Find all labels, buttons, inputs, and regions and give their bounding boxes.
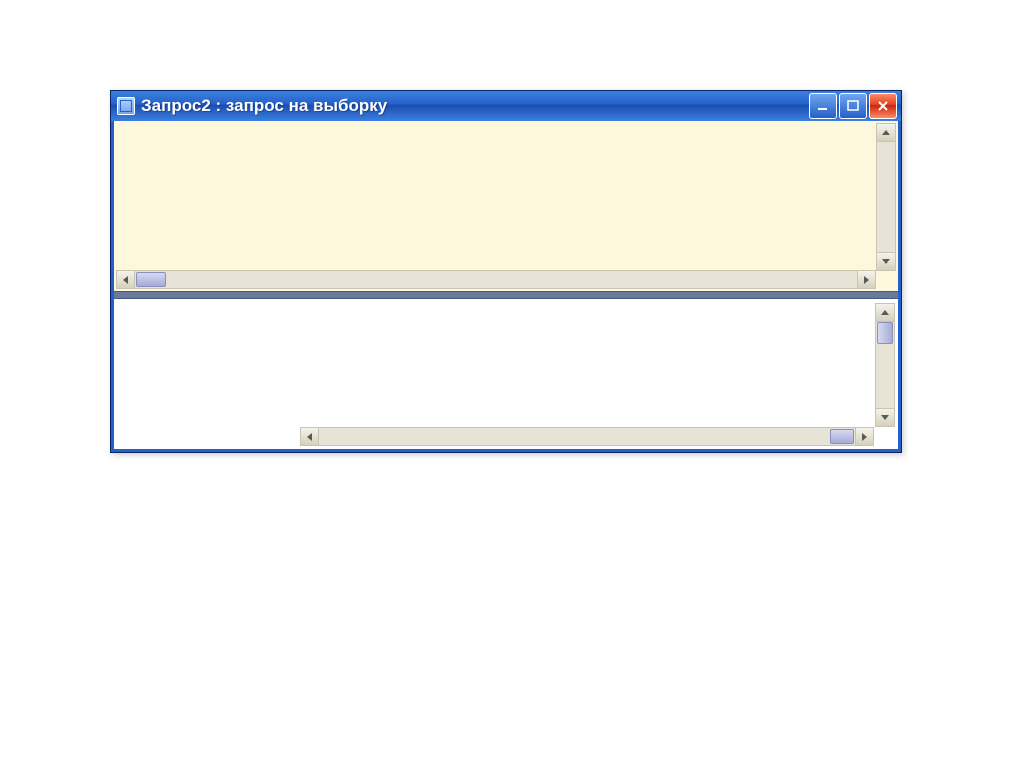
chevron-down-icon xyxy=(882,259,890,264)
chevron-left-icon xyxy=(307,433,312,441)
titlebar[interactable]: Запрос2 : запрос на выборку xyxy=(111,91,901,121)
query-design-window: Запрос2 : запрос на выборку xyxy=(110,90,902,453)
pane-splitter[interactable] xyxy=(114,291,898,299)
chevron-up-icon xyxy=(882,130,890,135)
close-icon xyxy=(877,100,889,112)
app-icon xyxy=(117,97,135,115)
window-title: Запрос2 : запрос на выборку xyxy=(141,96,809,116)
close-button[interactable] xyxy=(869,93,897,119)
minimize-icon xyxy=(817,100,829,112)
grid-vscrollbar[interactable] xyxy=(875,303,895,427)
chevron-right-icon xyxy=(862,433,867,441)
query-grid-pane xyxy=(114,299,898,449)
maximize-icon xyxy=(847,100,859,112)
scroll-down-button[interactable] xyxy=(877,252,895,270)
rel-vscrollbar[interactable] xyxy=(876,123,896,271)
relationship-pane[interactable] xyxy=(114,121,898,291)
window-controls xyxy=(809,93,897,119)
chevron-left-icon xyxy=(123,276,128,284)
scroll-right-button[interactable] xyxy=(855,428,873,445)
query-grid[interactable] xyxy=(118,303,874,427)
hscroll-thumb[interactable] xyxy=(136,272,166,287)
scroll-right-button[interactable] xyxy=(857,271,875,288)
hscroll-thumb[interactable] xyxy=(830,429,854,444)
scroll-left-button[interactable] xyxy=(117,271,135,288)
chevron-right-icon xyxy=(864,276,869,284)
vscroll-thumb[interactable] xyxy=(877,322,893,344)
grid-hscrollbar[interactable] xyxy=(300,427,874,446)
minimize-button[interactable] xyxy=(809,93,837,119)
scroll-up-button[interactable] xyxy=(876,304,894,322)
chevron-up-icon xyxy=(881,310,889,315)
rel-hscrollbar[interactable] xyxy=(116,270,876,289)
scroll-down-button[interactable] xyxy=(876,408,894,426)
chevron-down-icon xyxy=(881,415,889,420)
scroll-left-button[interactable] xyxy=(301,428,319,445)
scroll-up-button[interactable] xyxy=(877,124,895,142)
maximize-button[interactable] xyxy=(839,93,867,119)
client-area xyxy=(111,121,901,452)
